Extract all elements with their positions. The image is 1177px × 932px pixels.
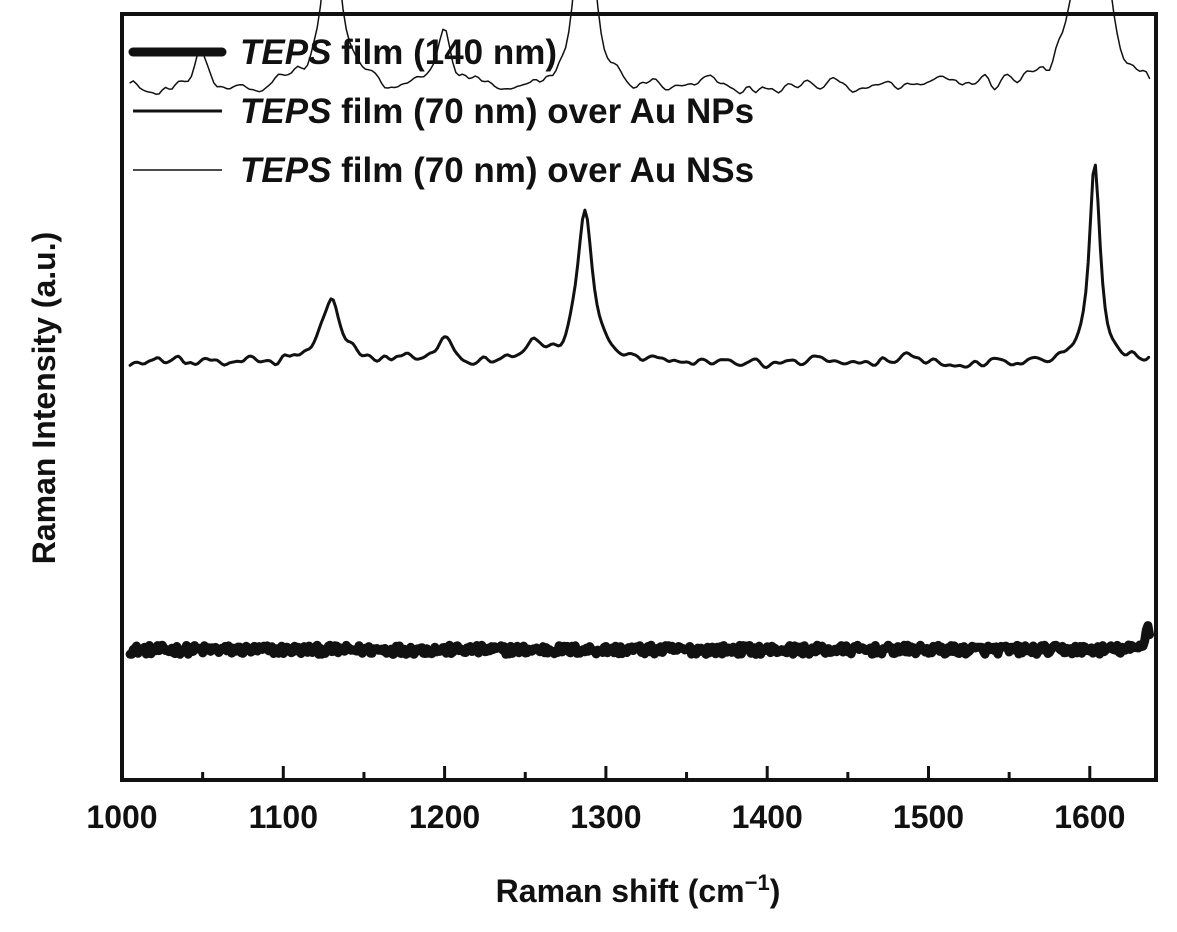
legend-label-medium: TEPS film (70 nm) over Au NPs	[240, 92, 754, 131]
x-tick-label-1200: 1200	[409, 799, 480, 835]
legend-label-medium-italic: TEPS	[240, 92, 331, 131]
x-tick-label-1100: 1100	[249, 799, 318, 835]
series-line-thin	[129, 0, 1151, 95]
legend: TEPS film (140 nm) TEPS film (70 nm) ove…	[128, 33, 754, 190]
x-tick-label-1500: 1500	[893, 799, 964, 835]
x-axis-label: Raman shift (cm−1)	[496, 870, 781, 909]
y-axis-label: Raman Intensity (a.u.)	[26, 232, 62, 565]
legend-label-thin: TEPS film (70 nm) over Au NSs	[240, 151, 754, 190]
x-axis-label-close: )	[770, 873, 781, 909]
legend-label-thin-rest: film (70 nm) over Au NSs	[331, 151, 754, 190]
legend-entry-thin: TEPS film (70 nm) over Au NSs	[133, 151, 754, 190]
series-line-medium	[128, 163, 1151, 370]
x-tick-label-1400: 1400	[732, 799, 803, 835]
legend-label-thick: TEPS film (140 nm)	[240, 33, 557, 72]
x-axis-label-sup: −1	[745, 870, 770, 895]
x-axis-label-main: Raman shift (cm	[496, 873, 745, 909]
series-line-thick	[125, 621, 1154, 659]
legend-entry-medium: TEPS film (70 nm) over Au NPs	[133, 92, 754, 131]
x-axis-ticks: 1000 1100 1200 1300 1400 1500 1600	[86, 766, 1125, 835]
legend-entry-thick: TEPS film (140 nm)	[128, 33, 557, 72]
x-tick-label-1000: 1000	[86, 799, 157, 835]
legend-label-thin-italic: TEPS	[240, 151, 331, 190]
x-tick-label-1600: 1600	[1054, 799, 1125, 835]
legend-label-medium-rest: film (70 nm) over Au NPs	[331, 92, 754, 131]
legend-label-thick-rest: film (140 nm)	[331, 33, 557, 72]
series-group	[125, 0, 1154, 659]
axis-frame	[120, 12, 1158, 782]
legend-label-thick-italic: TEPS	[240, 33, 331, 72]
plot-area: 1000 1100 1200 1300 1400 1500 1600	[86, 0, 1158, 835]
x-tick-label-1300: 1300	[570, 799, 641, 835]
